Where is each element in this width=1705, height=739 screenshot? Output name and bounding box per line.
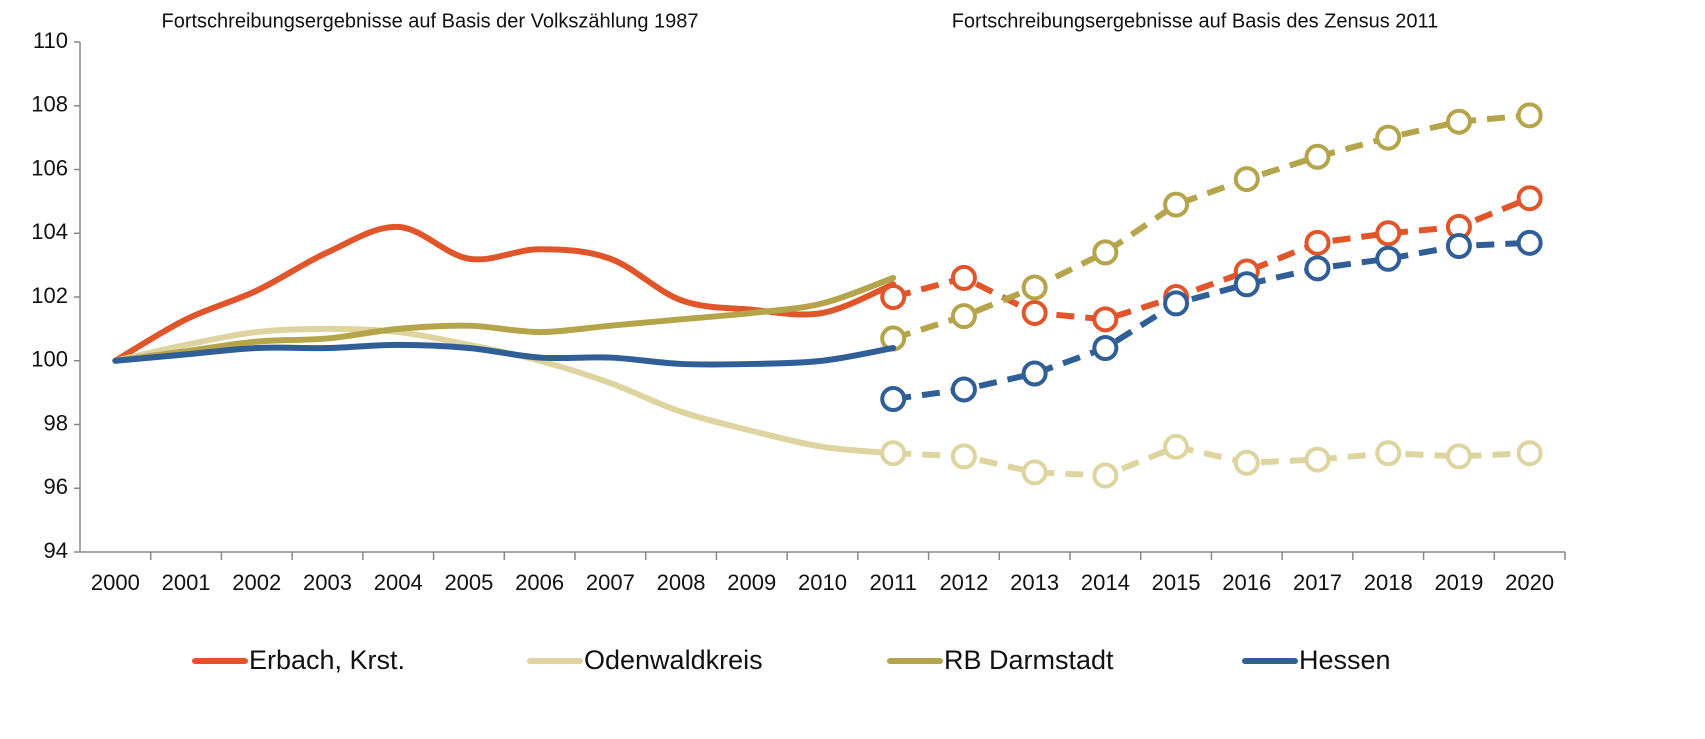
marker (1445, 108, 1472, 135)
marker (1021, 274, 1048, 301)
legend-label: Hessen (1299, 645, 1391, 675)
y-tick-label: 108 (31, 92, 68, 117)
marker (1375, 220, 1402, 247)
marker (1516, 185, 1543, 212)
annotation: Fortschreibungsergebnisse auf Basis der … (162, 10, 699, 32)
x-tick-label: 2006 (515, 570, 564, 595)
x-tick-label: 2005 (444, 570, 493, 595)
x-tick-label: 2003 (303, 570, 352, 595)
x-tick-label: 2001 (162, 570, 211, 595)
marker (880, 440, 907, 467)
annotation: Fortschreibungsergebnisse auf Basis des … (952, 10, 1439, 32)
marker (950, 303, 977, 330)
x-tick-label: 2018 (1364, 570, 1413, 595)
y-tick-label: 110 (33, 28, 68, 53)
x-tick-label: 2012 (939, 570, 988, 595)
marker (1233, 271, 1260, 298)
marker (1163, 290, 1190, 317)
marker (1304, 446, 1331, 473)
marker (950, 264, 977, 291)
series-line (112, 274, 897, 364)
x-tick-label: 2008 (657, 570, 706, 595)
x-tick-label: 2020 (1505, 570, 1554, 595)
series-line-dashed (893, 443, 1530, 479)
marker (1092, 462, 1119, 489)
y-tick-label: 102 (31, 283, 68, 308)
x-tick-label: 2013 (1010, 570, 1059, 595)
marker (1304, 143, 1331, 170)
marker (1092, 335, 1119, 361)
marker (1021, 299, 1048, 326)
marker (1304, 229, 1331, 256)
marker (1163, 191, 1190, 218)
y-tick-label: 100 (31, 347, 68, 372)
y-tick-label: 94 (44, 538, 68, 563)
x-tick-label: 2019 (1434, 570, 1483, 595)
series-line-dashed (892, 195, 1531, 323)
x-tick-label: 2015 (1152, 570, 1201, 595)
marker (1445, 233, 1472, 259)
marker (1233, 166, 1260, 193)
marker (950, 376, 977, 403)
marker (1516, 229, 1543, 256)
series-line-dashed (892, 239, 1530, 402)
marker (1445, 443, 1472, 470)
marker (1375, 124, 1402, 151)
x-tick-label: 2002 (232, 570, 281, 595)
x-tick-label: 2014 (1081, 570, 1130, 595)
x-tick-label: 2011 (870, 570, 917, 595)
marker (1304, 255, 1331, 282)
y-tick-label: 96 (44, 474, 68, 499)
series-line (112, 341, 897, 368)
marker (880, 284, 907, 310)
marker (1375, 440, 1402, 467)
series-line-dashed (892, 112, 1530, 342)
x-tick-label: 2007 (586, 570, 635, 595)
series-line (112, 223, 897, 364)
x-tick-label: 2016 (1222, 570, 1271, 595)
x-tick-label: 2010 (798, 570, 847, 595)
marker (1021, 360, 1048, 387)
marker (1092, 306, 1119, 333)
y-tick-label: 104 (31, 219, 68, 244)
x-tick-label: 2000 (91, 570, 140, 595)
marker (1516, 102, 1543, 129)
legend-label: Odenwaldkreis (584, 645, 763, 675)
marker (880, 386, 907, 412)
marker (1516, 440, 1543, 467)
legend-label: RB Darmstadt (944, 645, 1114, 675)
marker (1375, 245, 1402, 272)
marker (1163, 433, 1190, 460)
x-tick-label: 2017 (1293, 570, 1342, 595)
x-tick-label: 2004 (374, 570, 423, 595)
x-tick-label: 2009 (727, 570, 776, 595)
marker (1021, 459, 1048, 486)
legend-label: Erbach, Krst. (249, 645, 405, 675)
marker (950, 443, 977, 470)
marker (1233, 449, 1260, 476)
y-tick-label: 106 (31, 155, 68, 180)
marker (1092, 239, 1119, 266)
y-tick-label: 98 (44, 410, 68, 435)
